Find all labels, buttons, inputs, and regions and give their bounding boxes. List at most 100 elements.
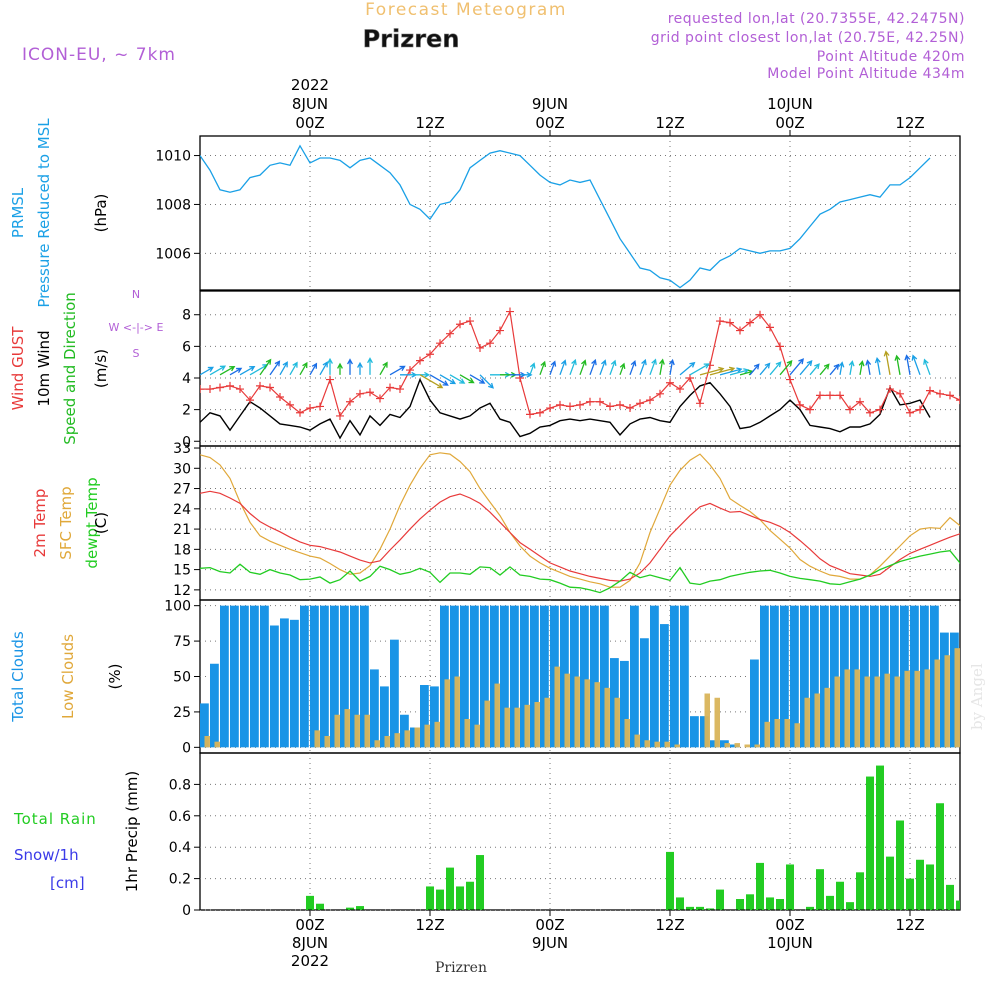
y-tick-label: 0.6 (169, 809, 191, 825)
wind-gust-marker (726, 318, 734, 327)
wind-gust-marker (456, 320, 464, 329)
total-clouds-bar (900, 605, 909, 748)
low-clouds-bar (524, 704, 530, 748)
total-clouds-bar (280, 618, 289, 748)
wind-gust-marker (396, 385, 404, 394)
precip-unit: 1hr Precip (mm) (123, 771, 141, 892)
panel-frame (199, 445, 961, 601)
wind-direction-arrow (819, 363, 830, 376)
wind-direction-arrow (838, 361, 845, 375)
wind-direction-arrow (337, 362, 343, 375)
low-clouds-bar (614, 697, 620, 748)
wind-gust-marker (906, 408, 914, 417)
total-clouds-bar (410, 727, 419, 748)
wind-direction-arrow (779, 359, 793, 376)
bottom-time-label: 9JUN (532, 934, 568, 952)
wind-gust-marker (956, 396, 960, 405)
y-tick-label: 1008 (155, 197, 191, 213)
y-tick-label: 50 (173, 670, 191, 686)
wind-gust-marker (466, 317, 474, 326)
total-clouds-bar (890, 605, 899, 748)
wind-direction-arrow (389, 365, 406, 376)
total-clouds-bar (630, 605, 639, 748)
total-clouds-bar (450, 605, 459, 748)
bottom-time-label: 12Z (655, 916, 684, 934)
bottom-time-label: 12Z (895, 916, 924, 934)
wind-gust-marker (876, 405, 884, 414)
wind-direction-arrow (829, 363, 840, 376)
y-tick-label: 21 (173, 522, 191, 538)
wind-direction-arrow (549, 360, 557, 376)
total-clouds-bar (310, 605, 319, 748)
wind-gust-marker (896, 389, 904, 398)
total-clouds-bar (370, 669, 379, 748)
rain-bar (876, 765, 884, 910)
total-clouds-bar (570, 605, 579, 748)
top-time-label: 8JUN (292, 95, 328, 113)
total-clouds-bar (440, 605, 449, 748)
wind-direction-arrow (848, 360, 855, 375)
low-clouds-bar (454, 676, 460, 748)
pressure-data (200, 144, 931, 289)
wind-direction-arrow (629, 360, 637, 376)
total-clouds-bar (290, 619, 299, 748)
wind-gust-marker (536, 408, 544, 417)
wind-direction-arrow (259, 358, 272, 376)
y-tick-label: 2 (182, 403, 191, 419)
wind-gust-marker (746, 318, 754, 327)
y-tick-label: 12 (173, 583, 191, 599)
wind-direction-arrow (865, 359, 872, 375)
y-tick-label: 0 (182, 903, 191, 919)
wind-gust-marker (200, 385, 204, 394)
panel-wind: 0 2 4 6 8 Wind GUST 10m Wind Speed and Directio… (9, 288, 984, 450)
compass-east-west: W <-|-> E (109, 321, 164, 334)
pressure-axis-label: Pressure Reduced to MSL (35, 118, 53, 308)
low-clouds-bar (384, 736, 390, 748)
wind-direction-arrow (200, 366, 214, 376)
y-tick-label: 33 (173, 441, 191, 457)
y-tick-label: 6 (182, 339, 191, 355)
precip-data (200, 765, 960, 910)
low-clouds-bar (354, 714, 360, 748)
y-tick-label: 1006 (155, 246, 191, 262)
low-clouds-bar (854, 669, 860, 748)
top-time-label: 00Z (535, 114, 564, 132)
wind-direction-arrow (529, 362, 536, 376)
wind-gust-marker (946, 391, 954, 400)
rain-bar (306, 895, 314, 910)
total-clouds-bar (530, 605, 539, 748)
low-clouds-bar (995, 648, 1000, 747)
total-clouds-bar (460, 605, 469, 748)
wind-gust-marker (976, 342, 984, 350)
pressure-unit: (hPa) (92, 194, 110, 233)
total-clouds-bar (380, 686, 389, 748)
total-clouds-bar (340, 605, 349, 748)
rain-bar (806, 906, 814, 910)
rain-bar (466, 881, 474, 910)
panel-pressure: 1006 1008 1010 PRMSL Pressure Reduced to MSL… (9, 118, 961, 308)
low-clouds-bar (214, 741, 220, 748)
bottom-time-label: 00Z (295, 916, 324, 934)
dewpt-temp-line (200, 550, 960, 594)
total-clouds-bar (230, 605, 239, 748)
y-tick-label: 15 (173, 563, 191, 579)
clouds-unit: (%) (106, 664, 124, 690)
wind-gust-marker (486, 339, 494, 348)
wind-direction-arrow (229, 367, 243, 376)
low-clouds-bar (664, 741, 670, 748)
wind-direction-arrow (759, 362, 771, 376)
y-tick-label: 0 (182, 434, 191, 450)
point-altitude: Point Altitude 420m (817, 49, 965, 65)
y-tick-label: 100 (164, 599, 191, 615)
total-clouds-bar (260, 605, 269, 748)
wind-gust-marker (616, 400, 624, 409)
model-altitude: Model Point Altitude 434m (767, 66, 965, 82)
total-clouds-bar (580, 605, 589, 748)
total-clouds-bar (930, 605, 939, 748)
low-clouds-bar (584, 679, 590, 748)
2m-temp-line (200, 490, 960, 582)
total-clouds-bar (810, 605, 819, 748)
wind-axis-label: Wind GUST (9, 326, 27, 411)
low-clouds-bar (874, 676, 880, 748)
total-clouds-bar (690, 716, 699, 748)
